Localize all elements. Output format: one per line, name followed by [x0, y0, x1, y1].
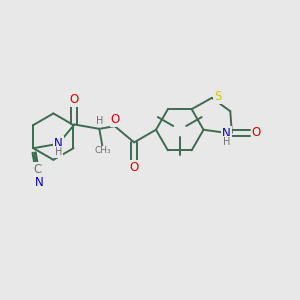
Text: H: H — [96, 116, 103, 125]
Text: O: O — [70, 93, 79, 106]
Text: S: S — [214, 90, 221, 103]
Text: N: N — [35, 176, 44, 189]
Text: O: O — [111, 113, 120, 126]
Text: O: O — [251, 126, 261, 139]
Text: N: N — [222, 127, 231, 140]
Text: CH₃: CH₃ — [94, 146, 111, 155]
Text: O: O — [130, 161, 139, 174]
Text: N: N — [54, 137, 63, 150]
Text: H: H — [55, 147, 62, 157]
Text: C: C — [33, 163, 41, 176]
Text: H: H — [223, 136, 230, 147]
